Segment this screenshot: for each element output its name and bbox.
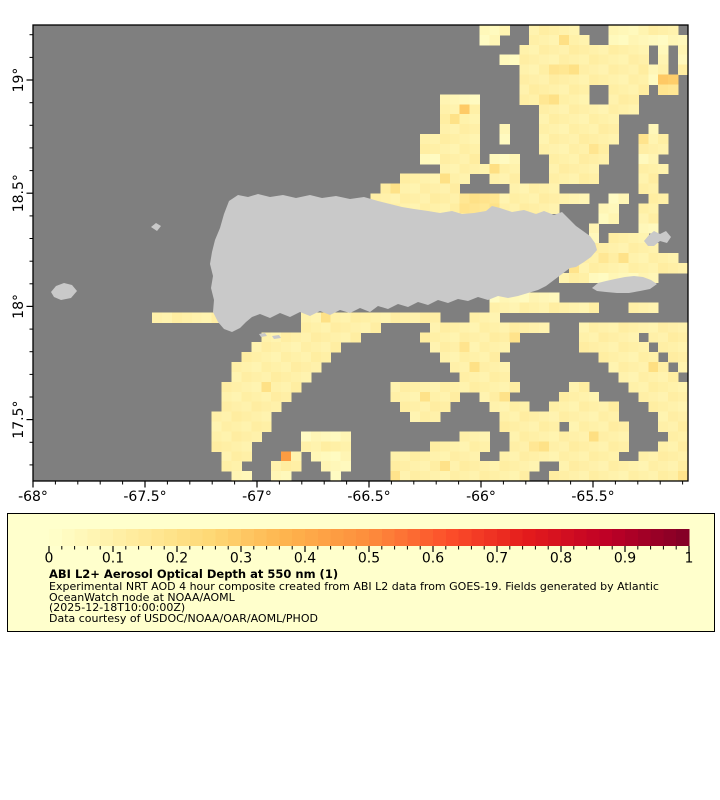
- svg-text:-66.5°: -66.5°: [347, 489, 390, 505]
- island-mona: [51, 283, 77, 300]
- svg-text:0.1: 0.1: [102, 551, 124, 567]
- legend-title: ABI L2+ Aerosol Optical Depth at 550 nm …: [49, 567, 339, 581]
- svg-text:17.5°: 17.5°: [11, 401, 27, 439]
- svg-text:1: 1: [685, 551, 694, 567]
- svg-text:-65.5°: -65.5°: [571, 489, 614, 505]
- colorbar: 0 0.1 0.2 0.3 0.4 0.5 0.6 0.7 0.8 0.9 1: [8, 514, 710, 567]
- legend-description-line1: Experimental NRT AOD 4 hour composite cr…: [49, 580, 659, 593]
- legend-courtesy: Data courtesy of USDOC/NOAA/OAR/AOML/PHO…: [49, 611, 318, 625]
- colorbar-svg: 0 0.1 0.2 0.3 0.4 0.5 0.6 0.7 0.8 0.9 1: [45, 529, 694, 567]
- island-desecheo: [151, 223, 161, 231]
- islands: [51, 194, 671, 339]
- svg-text:0.6: 0.6: [422, 551, 444, 567]
- x-axis-labels: -68° -67.5° -67° -66.5° -66° -65.5°: [18, 489, 615, 505]
- svg-text:-66°: -66°: [466, 489, 496, 505]
- map-svg: -68° -67.5° -67° -66.5° -66° -65.5° 19° 18.5° 18…: [11, 24, 689, 505]
- svg-text:0.9: 0.9: [614, 551, 636, 567]
- svg-text:-67.5°: -67.5°: [123, 489, 166, 505]
- svg-text:18.5°: 18.5°: [11, 174, 27, 212]
- svg-text:-68°: -68°: [18, 489, 48, 505]
- map-plot: -68° -67.5° -67° -66.5° -66° -65.5° 19° 18.5° 18…: [11, 24, 689, 505]
- svg-text:19°: 19°: [11, 68, 27, 93]
- y-axis-labels: 19° 18.5° 18° 17.5°: [11, 68, 27, 439]
- island-vieques: [592, 276, 657, 293]
- svg-text:0.8: 0.8: [550, 551, 572, 567]
- colorbar-tick-labels: 0 0.1 0.2 0.3 0.4 0.5 0.6 0.7 0.8 0.9 1: [45, 551, 694, 567]
- svg-text:0.2: 0.2: [166, 551, 188, 567]
- svg-text:-67°: -67°: [242, 489, 272, 505]
- colorbar-ticks: [48, 546, 690, 552]
- y-axis-ticks: [26, 34, 33, 466]
- svg-text:0.7: 0.7: [486, 551, 508, 567]
- island-islet-a: [259, 333, 267, 337]
- legend-description-line2: OceanWatch node at NOAA/AOML: [49, 590, 235, 604]
- island-culebra: [644, 231, 671, 246]
- colorbar-legend-panel: 0 0.1 0.2 0.3 0.4 0.5 0.6 0.7 0.8 0.9 1 ABI L2+ Ae…: [7, 513, 715, 632]
- svg-text:0.3: 0.3: [230, 551, 252, 567]
- map-frame: [32, 24, 689, 482]
- svg-text:18°: 18°: [11, 294, 27, 319]
- svg-text:0.4: 0.4: [294, 551, 316, 567]
- svg-text:0.5: 0.5: [358, 551, 380, 567]
- svg-text:0: 0: [45, 551, 54, 567]
- legend-text-block: ABI L2+ Aerosol Optical Depth at 550 nm …: [49, 568, 704, 624]
- x-axis-ticks: [32, 481, 684, 488]
- colorbar-gradient: [49, 529, 690, 546]
- island-islet-b: [272, 335, 281, 339]
- legend-timestamp: (2025-12-18T10:00:00Z): [49, 601, 186, 615]
- island-puerto-rico: [210, 194, 597, 332]
